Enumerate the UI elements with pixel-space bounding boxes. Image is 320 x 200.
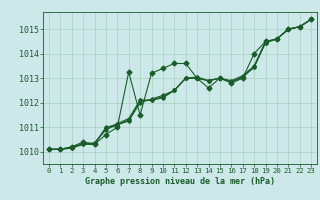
X-axis label: Graphe pression niveau de la mer (hPa): Graphe pression niveau de la mer (hPa) bbox=[85, 177, 275, 186]
